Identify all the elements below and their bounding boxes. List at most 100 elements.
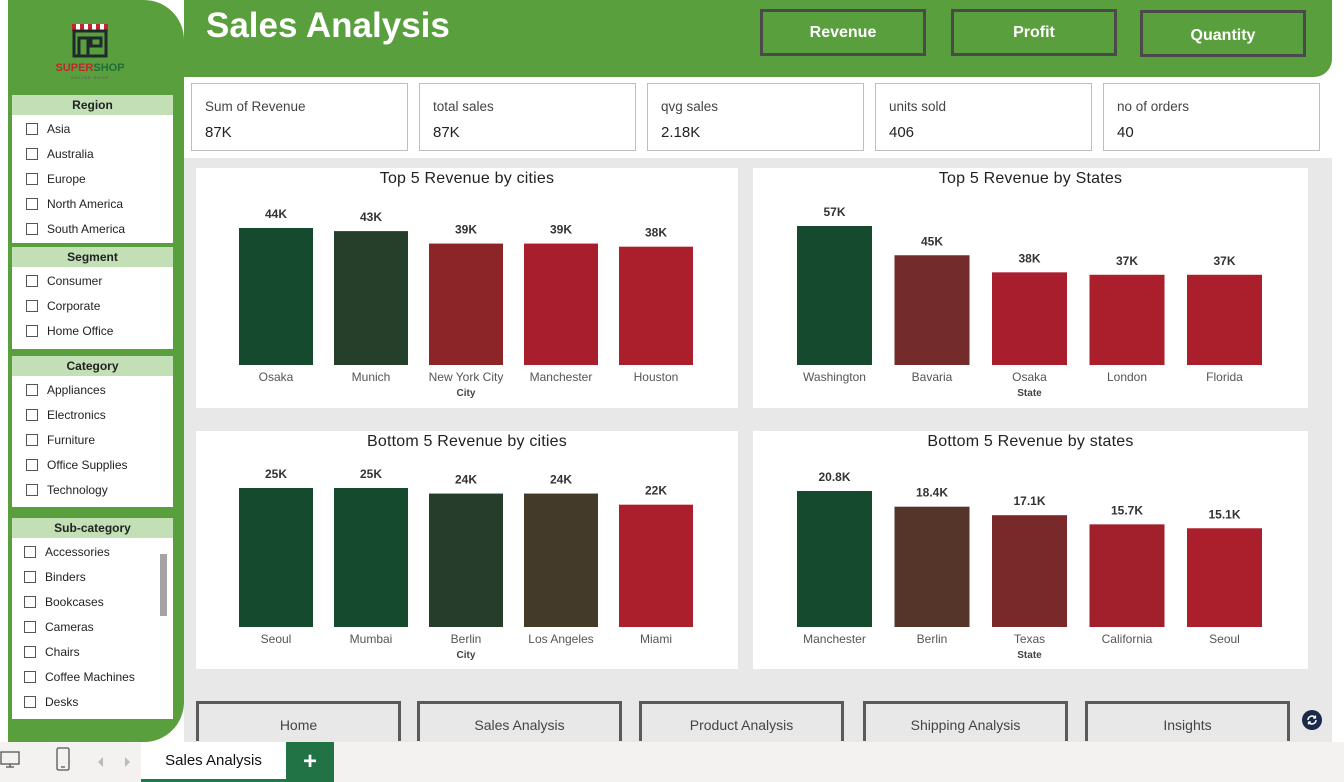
segment-item-consumer[interactable]: Consumer	[12, 268, 173, 293]
checkbox[interactable]	[26, 274, 38, 287]
bar[interactable]	[992, 515, 1067, 627]
bar[interactable]	[1089, 524, 1165, 627]
nav-home-button[interactable]: Home	[196, 701, 401, 741]
quantity-button[interactable]: Quantity	[1140, 10, 1306, 57]
checkbox[interactable]	[26, 197, 38, 210]
checkbox[interactable]	[26, 172, 38, 185]
bar[interactable]	[992, 272, 1067, 365]
subcategory-scrollbar[interactable]	[160, 554, 167, 616]
checkbox[interactable]	[26, 222, 38, 235]
checkbox[interactable]	[24, 545, 36, 558]
checkbox[interactable]	[26, 147, 38, 160]
category-slicer: Category Appliances Electronics Furnitur…	[12, 356, 173, 507]
category-item-technology[interactable]: Technology	[12, 477, 173, 502]
checkbox[interactable]	[24, 695, 36, 708]
subcategory-item-chairs[interactable]: Chairs	[12, 639, 173, 664]
add-page-button[interactable]: +	[286, 742, 334, 782]
bar-chart-svg: 25K Seoul 25K Mumbai 24K Berlin 24K Los Angeles…	[239, 467, 693, 661]
mobile-view-icon[interactable]	[55, 746, 71, 772]
checkbox[interactable]	[24, 570, 36, 583]
refresh-icon[interactable]	[1302, 710, 1322, 730]
checkbox[interactable]	[24, 645, 36, 658]
checkbox[interactable]	[24, 620, 36, 633]
segment-item-corporate[interactable]: Corporate	[12, 293, 173, 318]
logo-text: SUPERSHOP	[55, 62, 125, 74]
subcategory-item-accessories[interactable]: Accessories	[12, 539, 173, 564]
subcategory-item-coffee-machines[interactable]: Coffee Machines	[12, 664, 173, 689]
data-label: 18.4K	[916, 486, 948, 500]
tab-sales-analysis[interactable]: Sales Analysis	[141, 742, 286, 782]
desktop-view-icon[interactable]	[0, 750, 22, 770]
kpi-card-total-sales: total sales 87K	[419, 83, 636, 151]
category-item-electronics[interactable]: Electronics	[12, 402, 173, 427]
category-item-office-supplies[interactable]: Office Supplies	[12, 452, 173, 477]
region-item-europe[interactable]: Europe	[12, 166, 173, 191]
checkbox[interactable]	[24, 595, 36, 608]
kpi-label: Sum of Revenue	[205, 99, 306, 114]
data-label: 37K	[1116, 254, 1138, 268]
region-item-north-america[interactable]: North America	[12, 191, 173, 216]
bar[interactable]	[894, 506, 970, 627]
profit-button[interactable]: Profit	[951, 9, 1117, 56]
kpi-card-orders: no of orders 40	[1103, 83, 1320, 151]
subcategory-item-binders[interactable]: Binders	[12, 564, 173, 589]
bar[interactable]	[429, 493, 503, 627]
checkbox[interactable]	[24, 670, 36, 683]
kpi-value: 406	[889, 124, 915, 141]
bar[interactable]	[524, 243, 598, 365]
checkbox[interactable]	[26, 383, 38, 396]
revenue-button[interactable]: Revenue	[760, 9, 926, 56]
segment-item-home-office[interactable]: Home Office	[12, 318, 173, 343]
category-item-appliances[interactable]: Appliances	[12, 377, 173, 402]
chart-top-states[interactable]: Top 5 Revenue by States 57K Washington 45K…	[753, 168, 1308, 408]
bar[interactable]	[334, 231, 408, 365]
nav-insights-button[interactable]: Insights	[1085, 701, 1290, 741]
nav-sales-analysis-button[interactable]: Sales Analysis	[417, 701, 622, 741]
bar[interactable]	[797, 226, 872, 365]
bar[interactable]	[797, 491, 872, 627]
bar[interactable]	[239, 488, 313, 627]
category-label: Manchester	[530, 370, 593, 384]
bar-chart-svg: 20.8K Manchester 18.4K Berlin 17.1K Texas 15.7…	[797, 470, 1262, 661]
chevron-left-icon[interactable]	[96, 756, 106, 768]
category-item-furniture[interactable]: Furniture	[12, 427, 173, 452]
kpi-value: 40	[1117, 124, 1134, 141]
checkbox[interactable]	[26, 433, 38, 446]
kpi-label: units sold	[889, 99, 947, 114]
checkbox[interactable]	[26, 483, 38, 496]
bar[interactable]	[1187, 528, 1262, 627]
bar[interactable]	[334, 488, 408, 627]
region-item-australia[interactable]: Australia	[12, 141, 173, 166]
nav-shipping-analysis-button[interactable]: Shipping Analysis	[863, 701, 1068, 741]
chart-bottom-states[interactable]: Bottom 5 Revenue by states 20.8K Manchest…	[753, 431, 1308, 669]
category-label: Seoul	[261, 632, 292, 646]
region-item-asia[interactable]: Asia	[12, 116, 173, 141]
chevron-right-icon[interactable]	[122, 756, 132, 768]
checkbox[interactable]	[26, 408, 38, 421]
nav-product-analysis-button[interactable]: Product Analysis	[639, 701, 844, 741]
bar[interactable]	[524, 493, 598, 627]
data-label: 38K	[1018, 251, 1040, 265]
bar[interactable]	[894, 255, 970, 365]
checkbox[interactable]	[26, 122, 38, 135]
checkbox[interactable]	[26, 324, 38, 337]
bar[interactable]	[1089, 274, 1165, 365]
bar[interactable]	[239, 228, 313, 365]
subcategory-item-bookcases[interactable]: Bookcases	[12, 589, 173, 614]
region-item-south-america[interactable]: South America	[12, 216, 173, 241]
x-axis-label: City	[457, 650, 476, 661]
data-label: 24K	[455, 473, 477, 487]
bar[interactable]	[619, 246, 693, 365]
bar[interactable]	[1187, 274, 1262, 365]
data-label: 20.8K	[818, 470, 850, 484]
chart-bottom-cities[interactable]: Bottom 5 Revenue by cities 25K Seoul 25K Mu…	[196, 431, 738, 669]
checkbox[interactable]	[26, 458, 38, 471]
chart-top-cities[interactable]: Top 5 Revenue by cities 44K Osaka 43K Munic…	[196, 168, 738, 408]
subcategory-item-desks[interactable]: Desks	[12, 689, 173, 714]
checkbox[interactable]	[26, 299, 38, 312]
x-axis-label: State	[1017, 650, 1042, 661]
bar[interactable]	[429, 243, 503, 365]
kpi-value: 87K	[433, 124, 460, 141]
subcategory-item-cameras[interactable]: Cameras	[12, 614, 173, 639]
bar[interactable]	[619, 504, 693, 627]
